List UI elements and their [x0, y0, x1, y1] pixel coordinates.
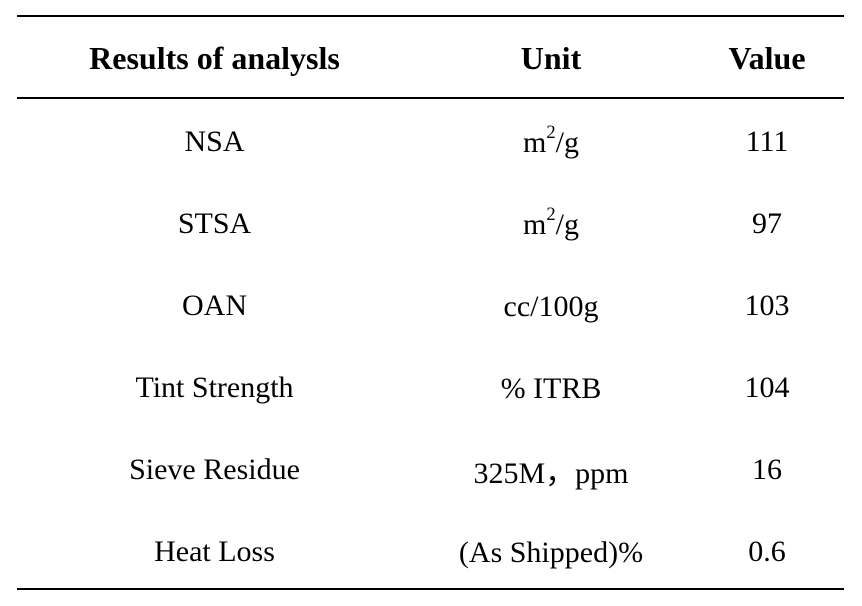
row-unit: 325M，ppm: [412, 429, 690, 511]
unit-superscript: 2: [546, 121, 556, 143]
header-rule: [17, 97, 844, 99]
table-row: STSA m2/g 97: [17, 183, 844, 265]
row-value: 16: [752, 453, 782, 486]
row-unit: % ITRB: [412, 347, 690, 429]
row-unit: cc/100g: [412, 265, 690, 347]
row-name: Heat Loss: [154, 535, 275, 568]
row-name: OAN: [182, 289, 247, 322]
table-row: Tint Strength % ITRB 104: [17, 347, 844, 429]
unit-base: % ITRB: [500, 371, 602, 405]
row-value: 111: [745, 125, 789, 158]
header-value: Value: [728, 39, 806, 76]
top-rule: [17, 15, 844, 17]
header-results-of-analysis: Results of analysls: [89, 39, 340, 76]
unit-base: 325M，ppm: [473, 457, 629, 490]
row-name: Sieve Residue: [129, 453, 300, 486]
row-name: STSA: [177, 207, 252, 240]
header-unit: Unit: [520, 39, 582, 76]
table-row: Sieve Residue 325M，ppm 16: [17, 429, 844, 511]
row-unit: (As Shipped)%: [412, 511, 690, 593]
unit-base: m: [523, 125, 547, 159]
header-row: Results of analysls Unit Value: [17, 17, 844, 99]
unit-base: (As Shipped)%: [458, 535, 644, 569]
table-row: OAN cc/100g 103: [17, 265, 844, 347]
row-value: 104: [744, 371, 790, 404]
table-row: NSA m2/g 111: [17, 99, 844, 183]
unit-superscript: 2: [546, 203, 556, 225]
unit-base: cc/100g: [503, 289, 599, 323]
unit-suffix: /g: [555, 207, 579, 241]
row-value: 0.6: [748, 535, 786, 568]
table-row: Heat Loss (As Shipped)% 0.6: [17, 511, 844, 593]
row-name: NSA: [184, 125, 245, 158]
row-value: 103: [744, 289, 790, 322]
row-unit: m2/g: [412, 99, 690, 183]
row-name: Tint Strength: [135, 371, 294, 404]
row-unit: m2/g: [412, 183, 690, 265]
bottom-rule: [17, 588, 844, 590]
unit-base: m: [523, 207, 547, 241]
unit-suffix: /g: [555, 125, 579, 159]
row-value: 97: [752, 207, 782, 240]
results-table: Results of analysls Unit Value NSA m2/g …: [17, 17, 844, 593]
